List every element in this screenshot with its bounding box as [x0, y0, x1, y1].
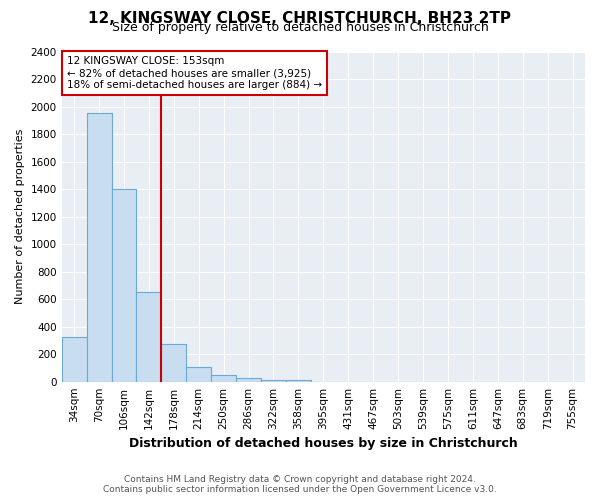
Y-axis label: Number of detached properties: Number of detached properties [15, 129, 25, 304]
Bar [136, 292, 161, 382]
Bar [112, 189, 136, 382]
X-axis label: Distribution of detached houses by size in Christchurch: Distribution of detached houses by size … [129, 437, 518, 450]
Bar [62, 337, 86, 382]
Text: Contains HM Land Registry data © Crown copyright and database right 2024.
Contai: Contains HM Land Registry data © Crown c… [103, 474, 497, 494]
Bar [211, 376, 236, 382]
Bar [261, 380, 286, 382]
Bar [286, 380, 311, 382]
Bar [186, 367, 211, 382]
Text: 12, KINGSWAY CLOSE, CHRISTCHURCH, BH23 2TP: 12, KINGSWAY CLOSE, CHRISTCHURCH, BH23 2… [89, 11, 511, 26]
Bar [161, 344, 186, 382]
Text: 12 KINGSWAY CLOSE: 153sqm
← 82% of detached houses are smaller (3,925)
18% of se: 12 KINGSWAY CLOSE: 153sqm ← 82% of detac… [67, 56, 322, 90]
Bar [236, 378, 261, 382]
Bar [86, 114, 112, 382]
Text: Size of property relative to detached houses in Christchurch: Size of property relative to detached ho… [112, 22, 488, 35]
